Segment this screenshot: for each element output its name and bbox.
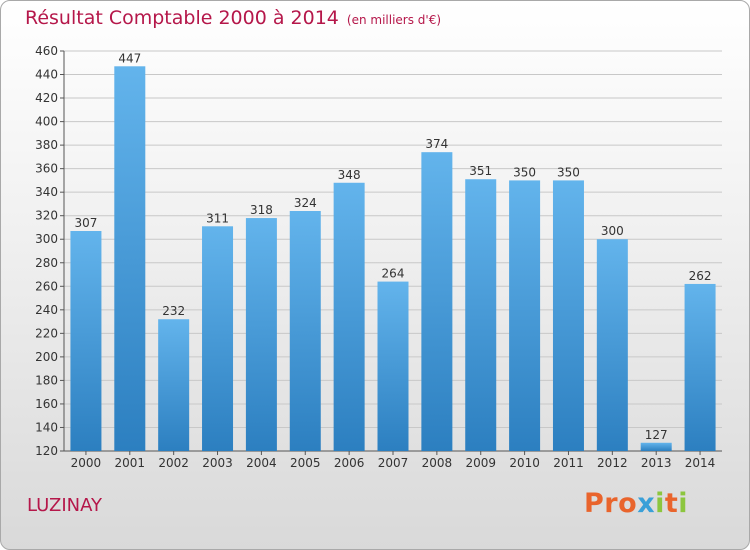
proxiti-logo: Proxiti [584, 488, 688, 519]
x-tick-label: 2013 [641, 456, 672, 470]
x-tick-label: 2000 [71, 456, 102, 470]
chart-title-text: Résultat Comptable 2000 à 2014 [25, 7, 339, 29]
y-tick-label: 320 [35, 209, 58, 223]
bar [552, 180, 584, 452]
logo-letter: o [618, 488, 638, 519]
x-tick-label: 2006 [334, 456, 365, 470]
data-label: 351 [469, 164, 492, 178]
x-tick-label: 2014 [685, 456, 716, 470]
place-name: LUZINAY [27, 495, 103, 516]
y-tick-label: 180 [35, 373, 58, 387]
x-tick-label: 2002 [158, 456, 189, 470]
y-tick-label: 440 [35, 68, 58, 82]
x-tick-label: 2005 [290, 456, 321, 470]
bar [596, 239, 628, 451]
y-tick-label: 280 [35, 256, 58, 270]
x-tick-label: 2009 [465, 456, 496, 470]
y-tick-label: 220 [35, 326, 58, 340]
data-label: 324 [294, 196, 317, 210]
data-label: 264 [382, 267, 405, 281]
bar [333, 182, 365, 451]
x-tick-label: 2012 [597, 456, 628, 470]
logo-letter: i [678, 488, 689, 519]
y-tick-label: 340 [35, 185, 58, 199]
bar [465, 179, 497, 451]
y-tick-label: 380 [35, 138, 58, 152]
data-label: 127 [645, 428, 668, 442]
y-tick-label: 200 [35, 350, 58, 364]
data-label: 307 [74, 216, 97, 230]
bar [421, 152, 453, 452]
y-tick-label: 360 [35, 162, 58, 176]
x-tick-label: 2007 [378, 456, 409, 470]
bar [202, 226, 234, 451]
data-label: 447 [118, 51, 141, 65]
x-tick-label: 2003 [202, 456, 233, 470]
y-tick-label: 460 [35, 44, 58, 58]
data-label: 374 [425, 137, 448, 151]
bar [114, 66, 146, 451]
data-label: 311 [206, 211, 229, 225]
chart-title: Résultat Comptable 2000 à 2014 (en millie… [25, 7, 441, 29]
data-label: 318 [250, 203, 273, 217]
bar [684, 283, 716, 451]
y-tick-label: 400 [35, 115, 58, 129]
bar [158, 319, 190, 451]
y-tick-label: 420 [35, 91, 58, 105]
y-tick-label: 300 [35, 232, 58, 246]
y-tick-label: 160 [35, 397, 58, 411]
logo-letter: r [604, 488, 619, 519]
logo-letter: t [664, 488, 679, 519]
data-label: 262 [689, 269, 712, 283]
x-tick-label: 2010 [509, 456, 540, 470]
y-tick-label: 240 [35, 303, 58, 317]
y-tick-label: 120 [35, 444, 58, 458]
x-tick-label: 2001 [115, 456, 146, 470]
x-tick-label: 2004 [246, 456, 277, 470]
logo-letter: P [584, 488, 605, 519]
data-label: 300 [601, 224, 624, 238]
data-label: 350 [557, 165, 580, 179]
bar [640, 442, 672, 451]
x-tick-label: 2008 [422, 456, 453, 470]
bar [70, 231, 102, 451]
logo-letter: x [637, 488, 656, 519]
bar [509, 180, 541, 452]
bar [377, 281, 409, 451]
chart-unit: (en milliers d'€) [346, 13, 442, 27]
y-tick-label: 260 [35, 279, 58, 293]
bar [245, 218, 277, 451]
data-label: 232 [162, 304, 185, 318]
y-tick-label: 140 [35, 420, 58, 434]
data-label: 350 [513, 165, 536, 179]
logo-letter: i [655, 488, 665, 519]
x-tick-label: 2011 [553, 456, 584, 470]
bar [289, 211, 321, 451]
data-label: 348 [338, 168, 361, 182]
